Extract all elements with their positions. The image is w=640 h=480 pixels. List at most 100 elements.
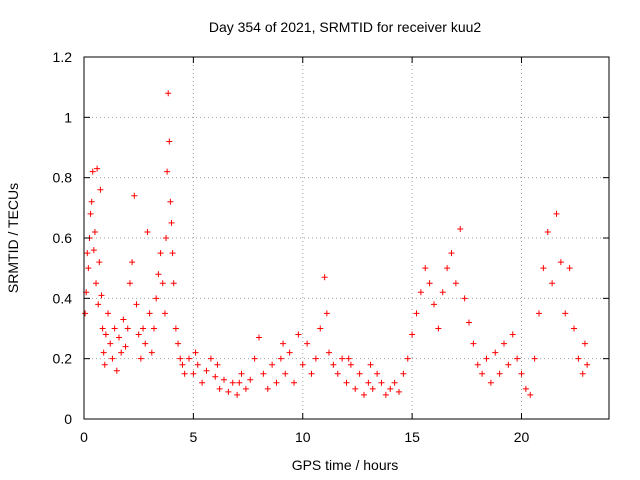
data-point bbox=[135, 331, 142, 338]
data-point bbox=[207, 355, 214, 362]
x-tick-label: 5 bbox=[189, 429, 197, 445]
data-point bbox=[343, 379, 350, 386]
data-point bbox=[299, 361, 306, 368]
data-point bbox=[579, 370, 586, 377]
data-point bbox=[163, 235, 170, 241]
data-point bbox=[124, 325, 131, 332]
data-point bbox=[514, 355, 521, 362]
data-point bbox=[387, 385, 394, 392]
data-point bbox=[93, 280, 100, 287]
data-point bbox=[194, 361, 201, 368]
data-point bbox=[101, 361, 108, 368]
data-point bbox=[461, 295, 468, 302]
data-point bbox=[391, 379, 398, 386]
data-point bbox=[382, 391, 389, 398]
data-point bbox=[170, 280, 177, 287]
data-point bbox=[479, 370, 486, 377]
x-tick-label: 15 bbox=[404, 429, 420, 445]
data-point bbox=[131, 192, 138, 199]
data-point bbox=[216, 385, 223, 392]
data-point bbox=[155, 271, 162, 278]
data-point bbox=[330, 361, 337, 368]
data-point bbox=[94, 165, 101, 172]
data-point bbox=[113, 367, 120, 374]
data-point bbox=[99, 325, 106, 332]
data-point bbox=[291, 379, 297, 386]
data-point bbox=[321, 274, 328, 281]
data-point bbox=[102, 331, 109, 338]
data-point bbox=[531, 355, 538, 362]
data-point bbox=[251, 355, 258, 362]
data-point bbox=[133, 301, 140, 308]
data-point bbox=[356, 370, 363, 377]
data-point bbox=[439, 289, 446, 296]
data-point bbox=[286, 349, 293, 356]
data-point bbox=[277, 355, 284, 362]
data-point bbox=[175, 340, 182, 347]
data-point bbox=[280, 340, 287, 347]
data-point bbox=[369, 385, 376, 392]
y-tick-label: 0.8 bbox=[53, 170, 73, 186]
data-point bbox=[242, 385, 249, 392]
data-point bbox=[118, 349, 125, 356]
data-point bbox=[492, 349, 499, 356]
data-point bbox=[159, 280, 166, 287]
x-tick-label: 0 bbox=[80, 429, 88, 445]
data-point bbox=[166, 138, 173, 145]
y-tick-label: 0.4 bbox=[53, 290, 73, 306]
data-point bbox=[566, 265, 573, 272]
data-point bbox=[212, 373, 219, 380]
data-point bbox=[229, 379, 236, 386]
data-point bbox=[142, 340, 149, 347]
data-point bbox=[95, 301, 102, 308]
data-point bbox=[474, 361, 481, 368]
data-point bbox=[518, 370, 525, 377]
data-point bbox=[177, 355, 184, 362]
data-point bbox=[82, 310, 89, 317]
data-point bbox=[323, 310, 330, 317]
data-point bbox=[317, 325, 324, 332]
data-point bbox=[269, 361, 276, 368]
y-tick-label: 0.2 bbox=[53, 351, 73, 367]
data-point bbox=[326, 349, 332, 356]
data-markers bbox=[82, 90, 591, 398]
data-point bbox=[466, 319, 472, 326]
data-point bbox=[157, 250, 164, 257]
data-point bbox=[168, 219, 175, 226]
data-point bbox=[199, 379, 206, 386]
data-point bbox=[483, 355, 490, 362]
data-point bbox=[273, 379, 280, 386]
data-point bbox=[172, 325, 179, 332]
data-point bbox=[181, 370, 188, 377]
data-point bbox=[161, 310, 168, 317]
data-point bbox=[234, 391, 241, 398]
data-point bbox=[527, 391, 534, 398]
data-point bbox=[120, 316, 127, 323]
data-point bbox=[457, 225, 464, 232]
data-point bbox=[334, 370, 341, 377]
data-point bbox=[165, 90, 172, 97]
axis-ticks bbox=[83, 56, 609, 420]
data-point bbox=[97, 186, 104, 193]
data-point bbox=[431, 301, 437, 308]
data-point bbox=[448, 250, 455, 257]
data-point bbox=[404, 355, 411, 362]
data-point bbox=[89, 168, 96, 175]
x-tick-label: 10 bbox=[295, 429, 311, 445]
x-axis-title: GPS time / hours bbox=[292, 457, 399, 473]
data-point bbox=[426, 280, 433, 287]
data-point bbox=[367, 361, 374, 368]
data-point bbox=[496, 370, 503, 377]
data-point bbox=[148, 349, 155, 356]
data-point bbox=[247, 376, 254, 383]
tick-labels: 0 5 10 15 20 0 0.2 0.4 0.6 0.8 1 1.2 bbox=[53, 49, 530, 445]
data-point bbox=[487, 379, 494, 386]
data-point bbox=[365, 379, 372, 386]
data-point bbox=[140, 325, 147, 332]
data-point bbox=[238, 370, 245, 377]
data-point bbox=[509, 331, 516, 338]
data-point bbox=[304, 340, 311, 347]
data-point bbox=[347, 361, 354, 368]
data-point bbox=[126, 280, 133, 287]
